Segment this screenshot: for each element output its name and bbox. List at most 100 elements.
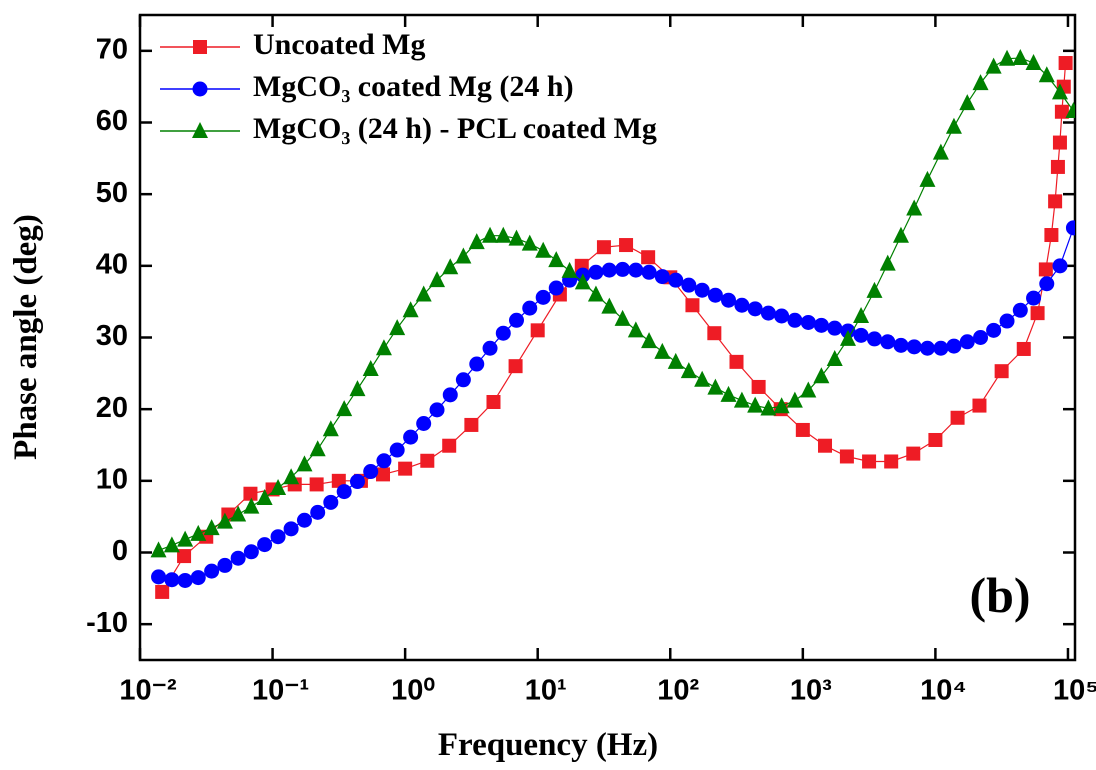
marker — [535, 289, 551, 305]
marker — [177, 530, 194, 547]
marker — [813, 367, 830, 384]
marker — [530, 323, 545, 338]
marker — [243, 544, 259, 560]
x-tick-label: 10⁻² — [119, 675, 177, 707]
marker — [919, 170, 936, 187]
marker — [879, 254, 896, 271]
marker — [349, 474, 365, 490]
marker — [151, 569, 167, 585]
marker — [155, 584, 170, 599]
y-tick-label: 50 — [96, 177, 128, 209]
marker — [296, 512, 312, 528]
marker — [508, 229, 525, 246]
marker — [1038, 66, 1055, 83]
marker — [1039, 276, 1055, 292]
marker — [204, 563, 220, 579]
marker — [548, 251, 565, 268]
panel-label: (b) — [969, 567, 1030, 623]
marker — [1044, 228, 1059, 243]
legend-label: Uncoated Mg — [253, 28, 425, 61]
marker — [296, 455, 313, 472]
y-tick-label: 30 — [96, 320, 128, 352]
marker — [853, 327, 869, 343]
marker — [442, 387, 458, 403]
marker — [1012, 302, 1028, 318]
y-tick-label: 10 — [96, 463, 128, 495]
marker — [641, 332, 658, 349]
marker — [455, 372, 471, 388]
marker — [190, 570, 206, 586]
marker — [628, 262, 644, 278]
marker — [619, 238, 634, 253]
marker — [986, 322, 1002, 338]
marker — [641, 264, 657, 280]
marker — [243, 497, 260, 514]
x-tick-label: 10⁴ — [920, 675, 967, 707]
marker — [795, 422, 810, 437]
marker — [681, 277, 697, 293]
marker — [1052, 258, 1068, 274]
marker — [217, 557, 233, 573]
marker — [760, 399, 777, 416]
marker — [668, 272, 684, 288]
marker — [601, 262, 617, 278]
marker — [509, 312, 525, 328]
y-axis-title: Phase angle (deg) — [8, 214, 44, 460]
marker — [535, 241, 552, 258]
marker — [866, 331, 882, 347]
marker — [521, 234, 538, 251]
marker — [999, 49, 1016, 66]
marker — [667, 352, 684, 369]
marker — [906, 446, 921, 461]
marker — [192, 122, 208, 138]
marker — [813, 317, 829, 333]
marker — [734, 297, 750, 313]
marker — [973, 330, 989, 345]
marker — [587, 285, 604, 302]
marker — [362, 360, 379, 377]
marker — [1048, 194, 1063, 209]
marker — [760, 305, 776, 321]
marker — [946, 338, 962, 354]
marker — [884, 454, 899, 469]
marker — [1012, 49, 1029, 65]
marker — [1026, 290, 1042, 306]
marker — [928, 432, 943, 447]
marker — [685, 298, 700, 313]
marker — [256, 489, 273, 506]
marker — [1038, 262, 1053, 277]
marker — [1052, 83, 1069, 100]
marker — [1065, 102, 1075, 119]
marker — [389, 319, 406, 336]
marker — [495, 325, 511, 341]
x-tick-label: 10¹ — [525, 675, 567, 707]
x-tick-label: 10⁰ — [391, 675, 435, 707]
marker — [257, 537, 273, 553]
marker — [522, 300, 538, 316]
marker — [747, 396, 764, 413]
marker — [429, 271, 446, 288]
marker — [163, 536, 180, 553]
marker — [694, 370, 711, 387]
marker — [442, 438, 457, 453]
x-tick-label: 10⁵ — [1053, 675, 1096, 707]
marker — [641, 250, 656, 265]
marker — [950, 410, 965, 425]
marker — [733, 391, 750, 408]
marker — [721, 292, 737, 308]
marker — [893, 337, 909, 353]
marker — [774, 308, 790, 324]
marker — [818, 438, 833, 453]
marker — [614, 309, 631, 326]
x-tick-label: 10² — [657, 675, 699, 707]
marker — [680, 362, 697, 379]
marker — [853, 307, 870, 323]
x-axis-title: Frequency (Hz) — [438, 727, 658, 763]
marker — [972, 398, 987, 413]
marker — [323, 494, 339, 510]
marker — [627, 321, 644, 338]
marker — [1050, 159, 1065, 174]
marker — [707, 326, 722, 341]
y-tick-label: 70 — [96, 33, 128, 65]
marker — [919, 340, 935, 356]
